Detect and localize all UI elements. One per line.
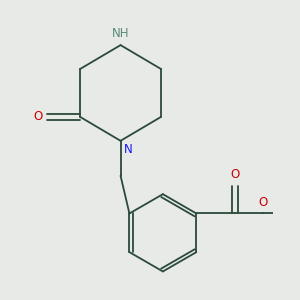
Text: O: O [230,169,240,182]
Text: NH: NH [112,27,129,40]
Text: O: O [258,196,267,209]
Text: O: O [33,110,43,123]
Text: N: N [124,142,132,156]
